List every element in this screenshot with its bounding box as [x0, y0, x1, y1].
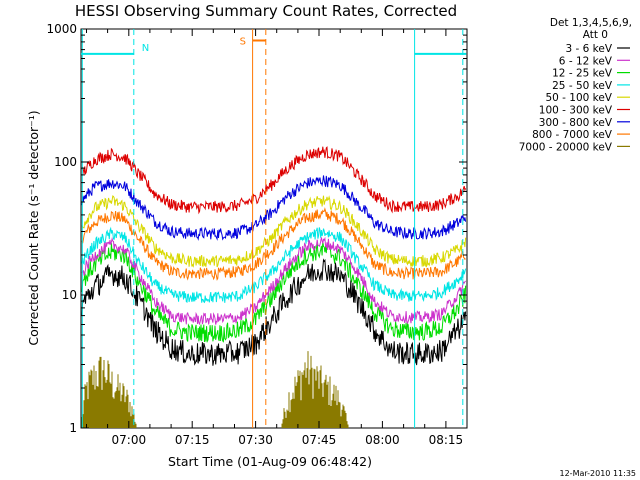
- series-7000-20000-kev: [81, 351, 349, 428]
- marker-layer: NS: [81, 29, 467, 428]
- y-axis: 1 10 100 1000: [46, 22, 467, 435]
- legend-label-25-50-kev: 25 - 50 keV: [552, 80, 613, 92]
- legend-label-100-300-kev: 100 - 300 keV: [539, 105, 613, 117]
- legend-label-3-6-kev: 3 - 6 keV: [565, 43, 612, 55]
- x-axis-label: Start Time (01-Aug-09 06:48:42): [168, 454, 372, 469]
- legend-label-12-25-kev: 12 - 25 keV: [552, 68, 613, 80]
- legend-label-50-100-kev: 50 - 100 keV: [545, 92, 612, 104]
- y-tick-label: 100: [54, 155, 77, 169]
- legend-header-line2: Att 0: [583, 29, 608, 41]
- plot-frame: [80, 28, 468, 429]
- y-tick-label: 1000: [46, 22, 77, 36]
- x-tick-label: 07:00: [112, 433, 147, 447]
- x-axis: 07:00 07:15 07:30 07:45 08:00 08:15: [86, 29, 468, 447]
- y-axis-label: Corrected Count Rate (s⁻¹ detector⁻¹): [26, 110, 41, 345]
- series-50-100-kev: [81, 195, 467, 268]
- flag-label-n: N: [142, 43, 149, 54]
- series-100-300-kev: [81, 146, 467, 215]
- chart-title: HESSI Observing Summary Count Rates, Cor…: [75, 2, 457, 20]
- series-800-7000-kev: [81, 207, 466, 281]
- x-tick-label: 07:45: [302, 433, 337, 447]
- series-300-800-kev: [81, 175, 467, 241]
- x-tick-label: 08:15: [429, 433, 464, 447]
- x-tick-label: 07:30: [238, 433, 273, 447]
- y-tick-label: 1: [69, 421, 77, 435]
- series-25-50-kev: [81, 226, 467, 304]
- legend-label-7000-20000-kev: 7000 - 20000 keV: [519, 141, 613, 153]
- x-tick-label: 07:15: [175, 433, 210, 447]
- legend-label-6-12-kev: 6 - 12 keV: [559, 55, 613, 67]
- legend-header-line1: Det 1,3,4,5,6,9,: [550, 17, 632, 29]
- legend-label-800-7000-kev: 800 - 7000 keV: [532, 129, 613, 141]
- y-tick-label: 10: [62, 288, 77, 302]
- series-12-25-kev: [81, 240, 467, 344]
- series-layer: [81, 146, 467, 428]
- series-6-12-kev: [81, 236, 466, 326]
- series-3-6-kev: [81, 258, 467, 366]
- legend-label-300-800-kev: 300 - 800 keV: [539, 117, 613, 129]
- x-tick-label: 08:00: [365, 433, 400, 447]
- timestamp: 12-Mar-2010 11:35: [560, 469, 637, 478]
- flag-label-s: S: [240, 37, 246, 48]
